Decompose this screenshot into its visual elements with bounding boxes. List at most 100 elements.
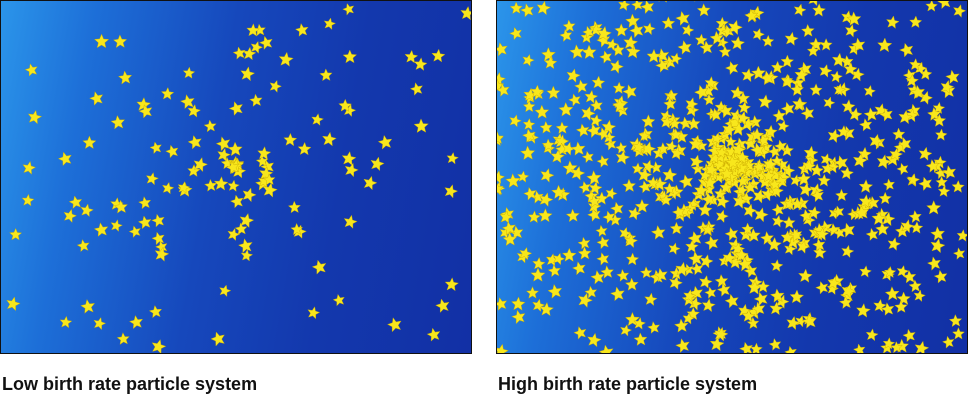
star-icon xyxy=(796,239,811,254)
star-icon xyxy=(642,22,656,36)
star-icon xyxy=(520,145,536,161)
star-icon xyxy=(519,246,533,261)
star-icon xyxy=(602,210,616,224)
star-icon xyxy=(790,174,803,187)
star-icon xyxy=(815,281,829,295)
star-icon xyxy=(905,73,919,88)
star-icon xyxy=(639,266,653,279)
star-icon xyxy=(689,154,704,169)
star-icon xyxy=(910,221,924,234)
star-icon xyxy=(110,114,126,130)
star-icon xyxy=(530,84,545,99)
star-icon xyxy=(877,37,893,53)
star-icon xyxy=(435,298,450,313)
star-icon xyxy=(772,108,787,123)
star-icon xyxy=(685,239,699,253)
star-icon xyxy=(827,275,842,291)
star-icon xyxy=(792,96,807,112)
star-icon xyxy=(737,100,752,114)
star-icon xyxy=(539,192,554,207)
star-icon xyxy=(699,274,713,289)
star-icon xyxy=(693,182,709,198)
star-icon xyxy=(859,265,872,278)
star-icon xyxy=(810,163,824,177)
star-icon xyxy=(278,51,294,67)
star-icon xyxy=(925,159,940,173)
star-icon xyxy=(555,121,569,135)
star-icon xyxy=(701,222,715,236)
star-icon xyxy=(640,1,655,15)
star-icon xyxy=(93,316,107,331)
star-icon xyxy=(520,3,535,18)
star-icon xyxy=(734,247,749,262)
star-icon xyxy=(615,150,631,165)
star-icon xyxy=(370,156,385,172)
star-icon xyxy=(203,119,217,133)
star-icon xyxy=(773,139,788,153)
star-icon xyxy=(641,141,657,157)
star-icon xyxy=(724,226,739,241)
star-icon xyxy=(730,85,745,100)
star-icon xyxy=(896,162,909,176)
star-icon xyxy=(819,64,833,78)
star-icon xyxy=(724,135,738,148)
star-icon xyxy=(751,65,766,80)
star-icon xyxy=(590,269,605,285)
star-icon xyxy=(260,159,275,174)
star-icon xyxy=(578,292,593,308)
star-icon xyxy=(768,177,782,191)
star-icon xyxy=(610,286,625,302)
star-icon xyxy=(940,79,955,94)
star-icon xyxy=(807,205,822,220)
star-icon xyxy=(691,162,705,175)
star-icon xyxy=(841,99,856,114)
star-icon xyxy=(743,264,758,279)
star-icon xyxy=(612,97,628,113)
star-icon xyxy=(650,225,666,240)
star-icon xyxy=(629,23,644,39)
star-icon xyxy=(628,206,642,221)
star-icon xyxy=(702,175,718,190)
star-icon xyxy=(547,264,561,278)
star-icon xyxy=(846,11,862,26)
star-icon xyxy=(784,345,797,353)
star-icon xyxy=(790,196,805,211)
star-icon xyxy=(820,153,833,166)
star-icon xyxy=(570,141,586,156)
star-icon xyxy=(918,146,933,161)
star-icon xyxy=(736,110,751,126)
star-icon xyxy=(294,23,309,37)
star-icon xyxy=(711,132,724,145)
star-icon xyxy=(219,284,232,298)
star-icon xyxy=(269,79,282,93)
star-icon xyxy=(225,160,240,175)
star-icon xyxy=(713,187,728,201)
high-birth-rate-image xyxy=(496,0,968,354)
star-icon xyxy=(647,321,661,334)
star-icon xyxy=(709,336,725,352)
star-icon xyxy=(586,123,601,139)
star-icon xyxy=(586,170,602,185)
star-icon xyxy=(752,188,768,204)
star-icon xyxy=(704,76,718,90)
star-icon xyxy=(589,113,603,127)
star-icon xyxy=(589,23,603,36)
star-icon xyxy=(591,75,606,90)
star-icon xyxy=(865,227,879,241)
star-icon xyxy=(342,2,355,16)
star-icon xyxy=(932,101,946,115)
star-icon xyxy=(89,91,104,106)
star-icon xyxy=(671,205,686,220)
star-icon xyxy=(619,226,632,240)
star-icon xyxy=(210,331,225,347)
star-icon xyxy=(581,44,597,60)
star-icon xyxy=(596,154,610,168)
star-icon xyxy=(899,42,914,58)
star-icon xyxy=(497,42,508,57)
star-icon xyxy=(786,315,801,331)
star-icon xyxy=(838,295,853,309)
star-icon xyxy=(808,1,818,7)
star-icon xyxy=(827,128,842,144)
star-icon xyxy=(753,291,768,307)
star-icon xyxy=(624,277,639,291)
